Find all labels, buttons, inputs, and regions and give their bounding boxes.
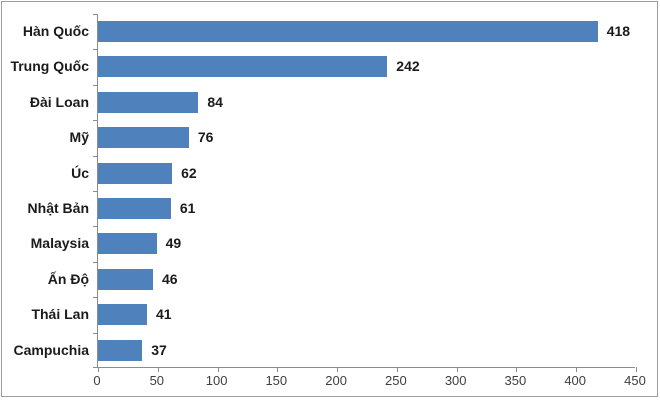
x-axis-tick	[98, 367, 99, 372]
value-label: 46	[162, 270, 178, 287]
x-axis-tick-label: 50	[149, 373, 165, 388]
bar	[98, 304, 147, 326]
x-axis-tick-label: 100	[205, 373, 228, 388]
x-axis-labels: 0 50 100 150 200 250 300 350 400 450	[93, 373, 645, 391]
value-label: 61	[179, 200, 196, 216]
bar	[98, 339, 143, 361]
bar	[98, 127, 189, 149]
y-axis-tick	[93, 261, 98, 263]
x-axis-tick-label: 350	[504, 373, 527, 388]
bar-row: 62	[98, 156, 635, 191]
y-axis-tick	[93, 332, 98, 334]
x-axis-tick	[576, 367, 578, 372]
bar	[98, 233, 157, 255]
bar-row: 242	[98, 49, 635, 84]
bar-row: 61	[98, 191, 635, 226]
x-axis-tick	[277, 367, 279, 372]
category-label: Úc	[71, 164, 89, 181]
x-axis-tick	[456, 367, 458, 372]
category-label: Hàn Quốc	[22, 23, 89, 39]
bar	[98, 56, 388, 78]
y-axis-tick	[93, 84, 98, 86]
category-label: Đài Loan	[29, 93, 89, 110]
bar-row: 84	[98, 85, 635, 120]
category-label: Nhật Bản	[27, 200, 89, 216]
bar	[98, 162, 173, 184]
value-label: 242	[396, 58, 420, 75]
bar-row: 76	[98, 120, 635, 155]
x-axis-tick-label: 200	[325, 373, 347, 388]
x-axis-tick-label: 150	[265, 373, 288, 388]
x-axis-tick-label: 0	[93, 373, 101, 388]
value-label: 49	[165, 235, 182, 252]
x-axis-tick-label: 400	[564, 373, 587, 388]
category-label: Malaysia	[30, 235, 89, 252]
bar-row: 418	[98, 14, 635, 49]
y-axis-tick	[93, 226, 98, 228]
y-axis-tick	[93, 155, 98, 157]
x-axis-tick	[396, 367, 398, 372]
y-axis-tick	[93, 49, 98, 51]
x-axis-tick-label: 300	[444, 373, 467, 388]
bar-row: 46	[98, 262, 635, 297]
x-axis-tick	[636, 367, 637, 372]
category-label: Thái Lan	[31, 306, 89, 323]
category-label: Campuchia	[13, 341, 89, 358]
bar-row: 37	[98, 333, 635, 368]
value-label: 37	[151, 341, 167, 358]
x-axis-tick-label: 250	[385, 373, 407, 388]
category-label: Trung Quốc	[10, 58, 89, 75]
value-label: 62	[181, 164, 197, 181]
x-axis-tick	[157, 367, 159, 372]
x-axis-tick-label: 450	[624, 373, 646, 388]
category-label: Mỹ	[69, 129, 89, 146]
x-axis-tick	[217, 367, 219, 372]
category-axis: Hàn Quốc Trung Quốc Đài Loan Mỹ Úc Nhật Bản Ma…	[4, 14, 89, 368]
value-label: 41	[156, 306, 172, 323]
x-axis-tick	[337, 367, 339, 372]
x-axis-tick	[516, 367, 518, 372]
y-axis-tick	[93, 367, 98, 368]
bar	[98, 21, 598, 42]
value-label: 418	[606, 23, 631, 39]
bar-row: 41	[98, 297, 635, 332]
y-axis-tick	[93, 120, 98, 122]
y-axis-tick	[93, 297, 98, 299]
bar	[98, 91, 199, 113]
value-label: 76	[197, 129, 214, 146]
value-label: 84	[207, 93, 223, 110]
y-axis-tick	[93, 191, 98, 192]
bar	[98, 268, 153, 290]
plot-area: 418 242 84 76 62 61 49 46 41 37	[93, 14, 637, 372]
bar-row: 49	[98, 226, 635, 261]
bar	[98, 198, 171, 219]
category-label: Ấn Độ	[47, 270, 89, 287]
y-axis-tick	[93, 14, 98, 15]
